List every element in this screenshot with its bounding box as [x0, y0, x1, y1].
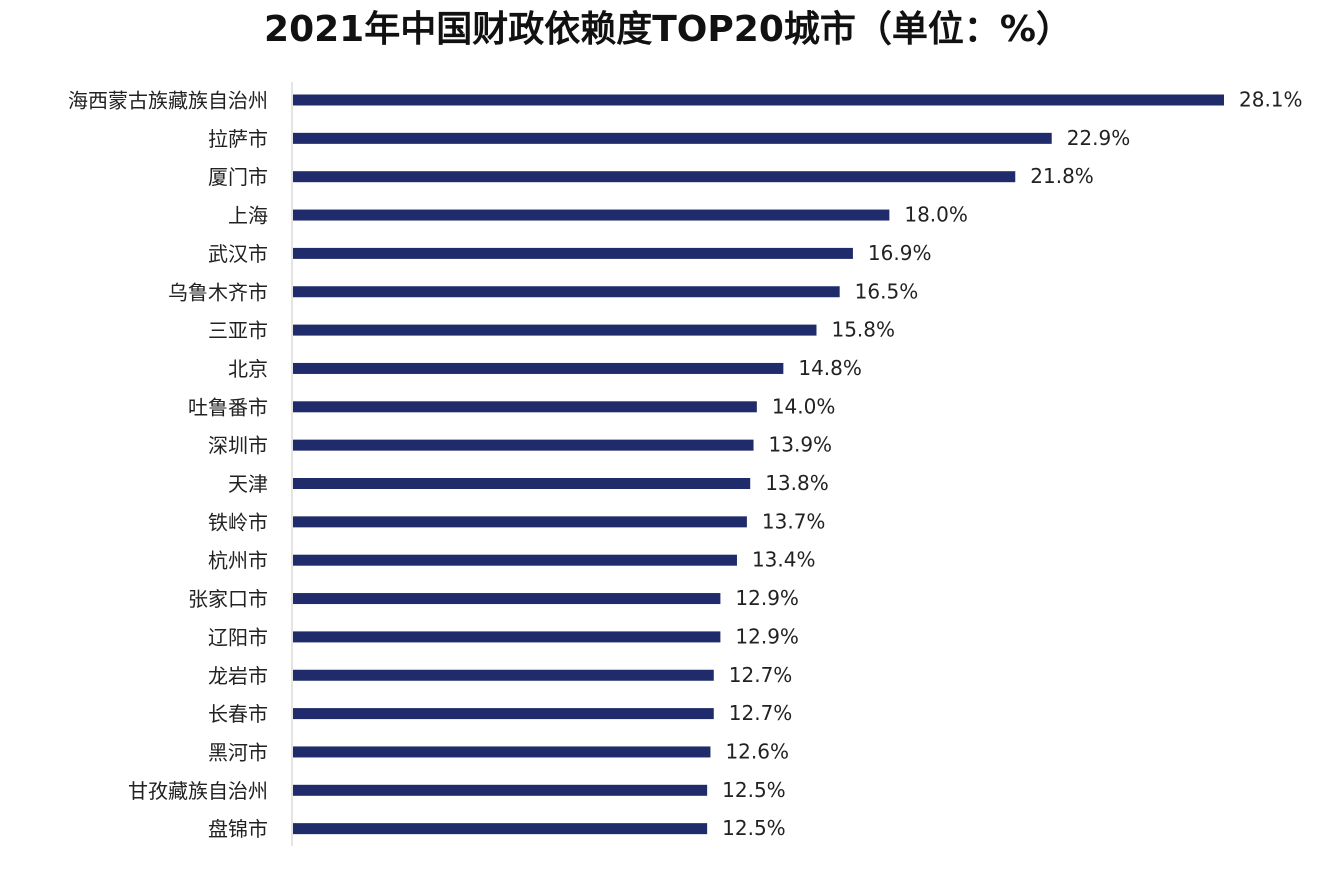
category-label: 北京 [228, 357, 268, 381]
value-label: 12.9% [735, 586, 799, 610]
category-label: 三亚市 [208, 319, 268, 343]
bar [293, 516, 747, 528]
value-label: 12.6% [725, 739, 789, 763]
bar [293, 362, 784, 374]
category-label: 深圳市 [208, 434, 268, 458]
value-label: 12.7% [729, 663, 793, 687]
bar [293, 209, 890, 221]
category-label: 辽阳市 [208, 625, 268, 649]
bar [293, 708, 714, 720]
category-label: 张家口市 [188, 587, 268, 611]
category-label: 甘孜藏族自治州 [128, 779, 268, 803]
value-label: 13.9% [769, 433, 833, 457]
bar [293, 784, 708, 796]
value-label: 28.1% [1239, 88, 1303, 112]
bar [293, 669, 714, 681]
category-label: 盘锦市 [208, 817, 268, 841]
value-label: 16.5% [855, 279, 919, 303]
category-label: 杭州市 [208, 549, 268, 573]
value-label: 15.8% [831, 318, 895, 342]
category-label: 黑河市 [208, 740, 268, 764]
value-label: 18.0% [904, 203, 968, 227]
bar [293, 324, 817, 336]
value-label: 21.8% [1030, 164, 1094, 188]
bar [293, 593, 721, 605]
value-label: 12.5% [722, 816, 786, 840]
bar [293, 746, 711, 758]
category-label: 天津 [228, 472, 268, 496]
bar [293, 132, 1052, 144]
value-label: 13.4% [752, 548, 816, 572]
bar [293, 171, 1016, 183]
bar [293, 554, 737, 566]
category-label: 乌鲁木齐市 [168, 280, 268, 304]
value-label: 12.9% [735, 624, 799, 648]
bar [293, 247, 853, 259]
bar [293, 401, 757, 413]
bar [293, 478, 751, 489]
bar [293, 286, 840, 298]
category-label: 上海 [228, 204, 268, 228]
category-label: 武汉市 [208, 242, 268, 266]
category-label: 吐鲁番市 [188, 395, 268, 419]
value-label: 22.9% [1067, 126, 1131, 150]
bar [293, 823, 708, 835]
category-label: 龙岩市 [208, 664, 268, 688]
value-label: 16.9% [868, 241, 932, 265]
value-label: 13.7% [762, 509, 826, 533]
value-label: 12.5% [722, 778, 786, 802]
value-label: 14.0% [772, 394, 836, 418]
value-label: 12.7% [729, 701, 793, 725]
bar [293, 439, 754, 451]
category-label: 长春市 [208, 702, 268, 726]
value-label: 14.8% [798, 356, 862, 380]
category-label: 厦门市 [208, 165, 268, 189]
value-label: 13.8% [765, 471, 829, 495]
category-label: 铁岭市 [208, 510, 268, 534]
bar [293, 631, 721, 643]
bar [293, 94, 1224, 106]
category-label: 海西蒙古族藏族自治州 [68, 89, 268, 113]
chart-title: 2021年中国财政依赖度TOP20城市（单位：%） [264, 9, 1072, 50]
category-label: 拉萨市 [208, 127, 268, 151]
